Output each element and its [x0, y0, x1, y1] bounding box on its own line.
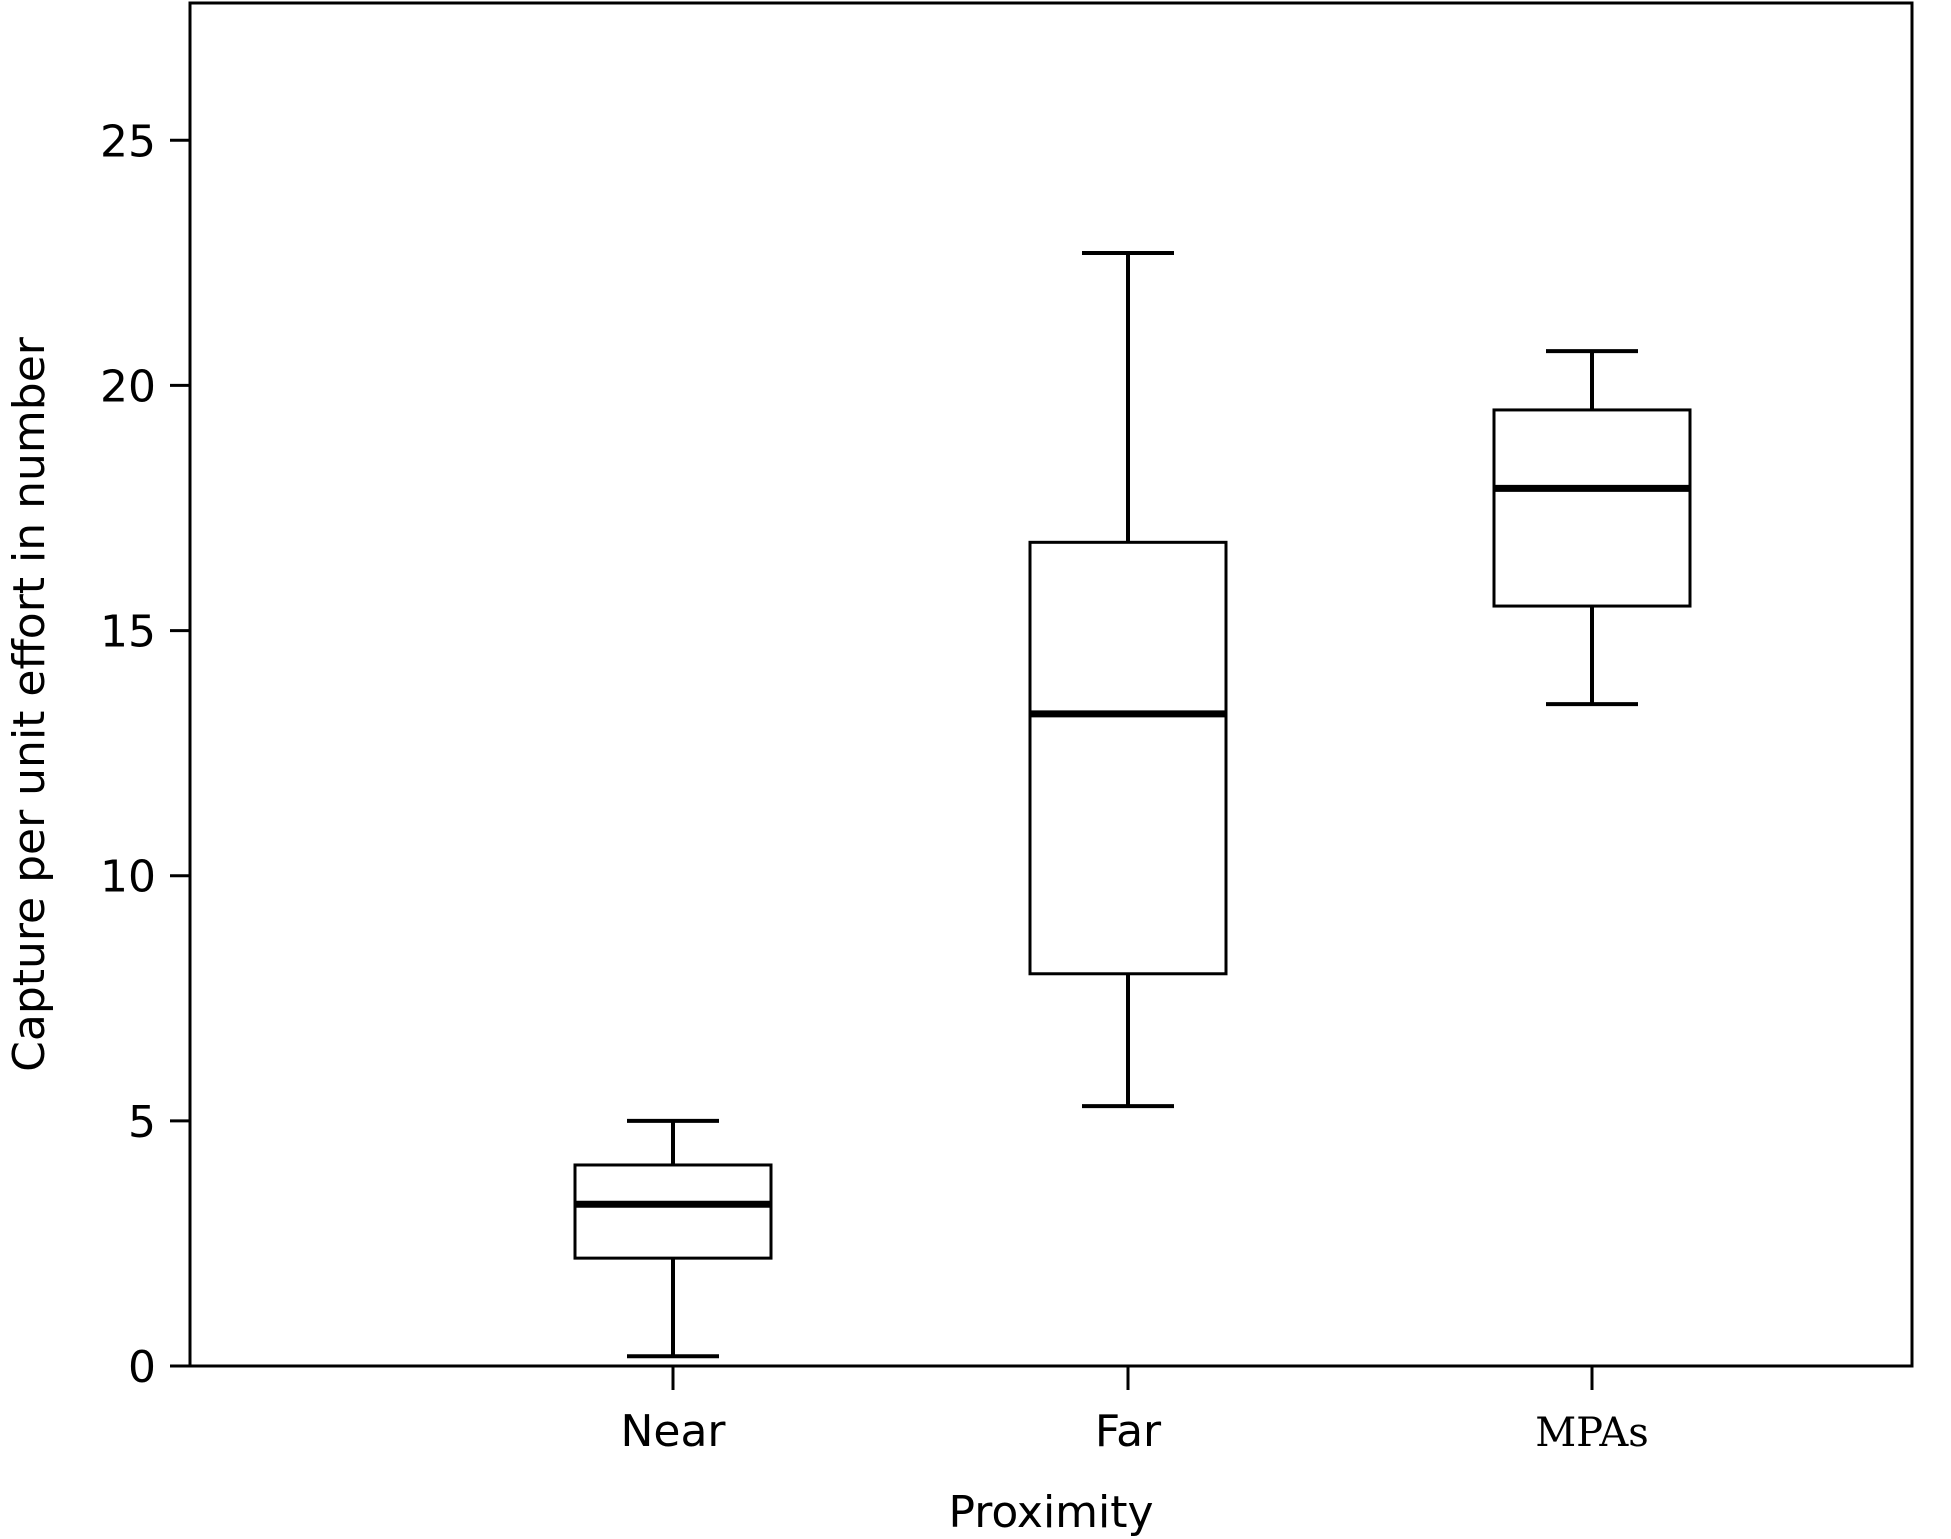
x-tick-label: Near	[620, 1406, 726, 1457]
box-group-mpas	[1492, 349, 1692, 707]
x-tick-label: MPAs	[1535, 1410, 1649, 1456]
y-tick-label: 15	[100, 607, 156, 658]
y-tick-label: 5	[128, 1097, 156, 1148]
y-tick-label: 10	[100, 852, 156, 903]
iqr-box	[1028, 540, 1228, 976]
plot-frame	[188, 1, 1914, 1368]
y-axis-title: Capture per unit effort in number	[4, 336, 55, 1072]
box-group-far	[1028, 251, 1228, 1109]
y-tick-label: 20	[100, 361, 156, 412]
iqr-box	[1492, 408, 1692, 608]
box-group-near	[573, 1118, 773, 1359]
iqr-box	[573, 1163, 773, 1260]
y-tick-label: 0	[128, 1342, 156, 1393]
x-axis-title: Proximity	[948, 1487, 1153, 1538]
y-tick-label: 25	[100, 116, 156, 167]
x-tick-label: Far	[1095, 1406, 1162, 1457]
